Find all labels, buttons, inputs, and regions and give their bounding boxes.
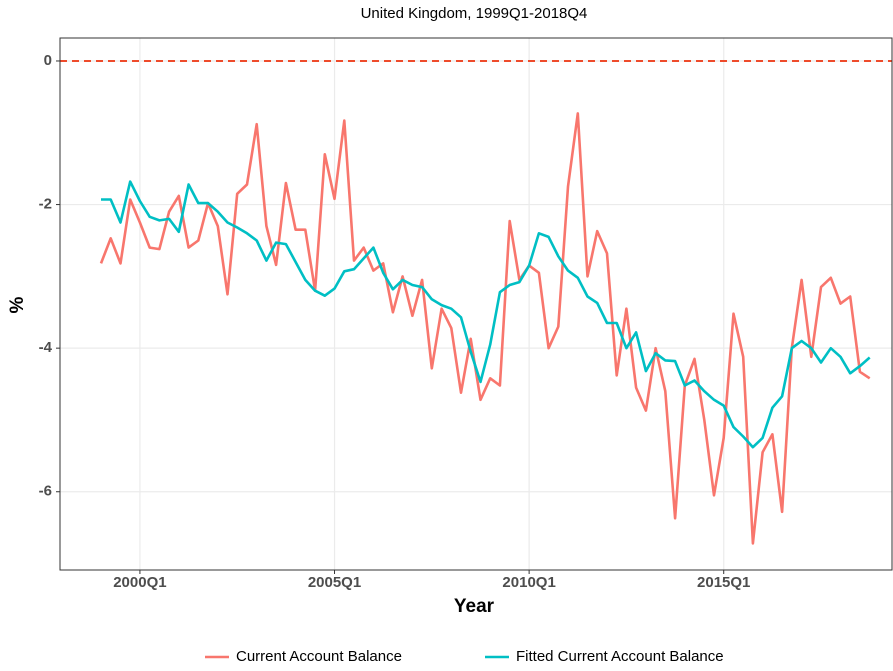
y-tick-label: -4 <box>39 339 53 356</box>
y-axis-label: % <box>7 296 28 313</box>
x-axis-label: Year <box>454 596 495 617</box>
series-line <box>101 180 871 449</box>
y-tick-label: -6 <box>39 483 52 500</box>
plot-panel <box>59 37 893 571</box>
x-tick-label: 2005Q1 <box>308 574 361 591</box>
chart-title: United Kingdom, 1999Q1-2018Q4 <box>361 5 588 22</box>
series-line <box>99 112 871 545</box>
x-tick-label: 2015Q1 <box>697 574 750 591</box>
y-tick-label: -2 <box>39 196 52 213</box>
x-tick-label: 2000Q1 <box>113 574 166 591</box>
legend-label: Fitted Current Account Balance <box>516 648 724 665</box>
legend-label: Current Account Balance <box>236 648 402 665</box>
x-tick-label: 2010Q1 <box>502 574 555 591</box>
y-tick-label: 0 <box>44 52 52 69</box>
panel-border <box>59 37 893 571</box>
